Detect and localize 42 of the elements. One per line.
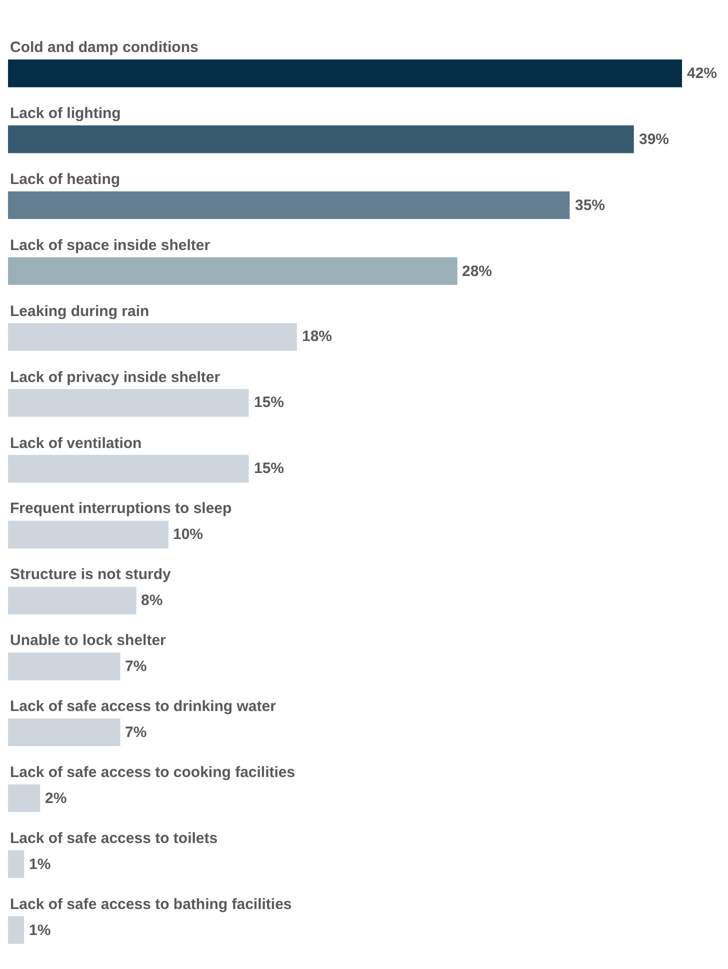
data-label: 18% [302,328,332,345]
bar [8,916,24,944]
y-tick-label: Lack of safe access to bathing facilities [10,896,292,913]
bar [8,718,120,746]
bar [8,454,249,483]
bar [8,125,634,154]
y-tick-label: Leaking during rain [10,303,150,320]
data-label: 15% [254,460,284,477]
bar [8,850,24,878]
y-tick-label: Cold and damp conditions [10,39,198,56]
data-label: 28% [462,263,492,280]
y-tick-label: Unable to lock shelter [10,632,166,649]
data-label: 2% [45,790,67,807]
y-tick-label: Lack of safe access to toilets [10,830,218,847]
data-label: 35% [575,197,606,214]
y-tick-label: Lack of lighting [10,105,121,122]
bar [8,586,136,614]
bar [8,60,682,88]
bar [8,520,168,548]
y-tick-label: Structure is not sturdy [10,566,172,583]
y-tick-label: Lack of space inside shelter [10,237,210,254]
y-tick-label: Frequent interruptions to sleep [10,500,232,517]
bar [8,389,249,417]
y-tick-label: Lack of safe access to drinking water [10,698,276,715]
data-label: 1% [29,856,51,873]
y-tick-label: Lack of safe access to cooking facilities [10,764,296,781]
bar [8,323,297,351]
data-label: 15% [254,394,284,411]
data-label: 7% [125,724,147,741]
data-label: 1% [29,922,51,939]
y-tick-label: Lack of heating [10,171,120,188]
data-label: 8% [141,592,163,609]
data-label: 39% [639,131,670,148]
data-label: 7% [125,658,147,675]
bar [8,257,458,285]
bar [8,652,120,680]
data-label: 10% [173,526,204,543]
y-tick-label: Lack of ventilation [10,435,142,452]
y-tick-label: Lack of privacy inside shelter [10,369,220,386]
bar [8,784,40,812]
bar [8,191,570,219]
data-label: 42% [687,65,718,82]
